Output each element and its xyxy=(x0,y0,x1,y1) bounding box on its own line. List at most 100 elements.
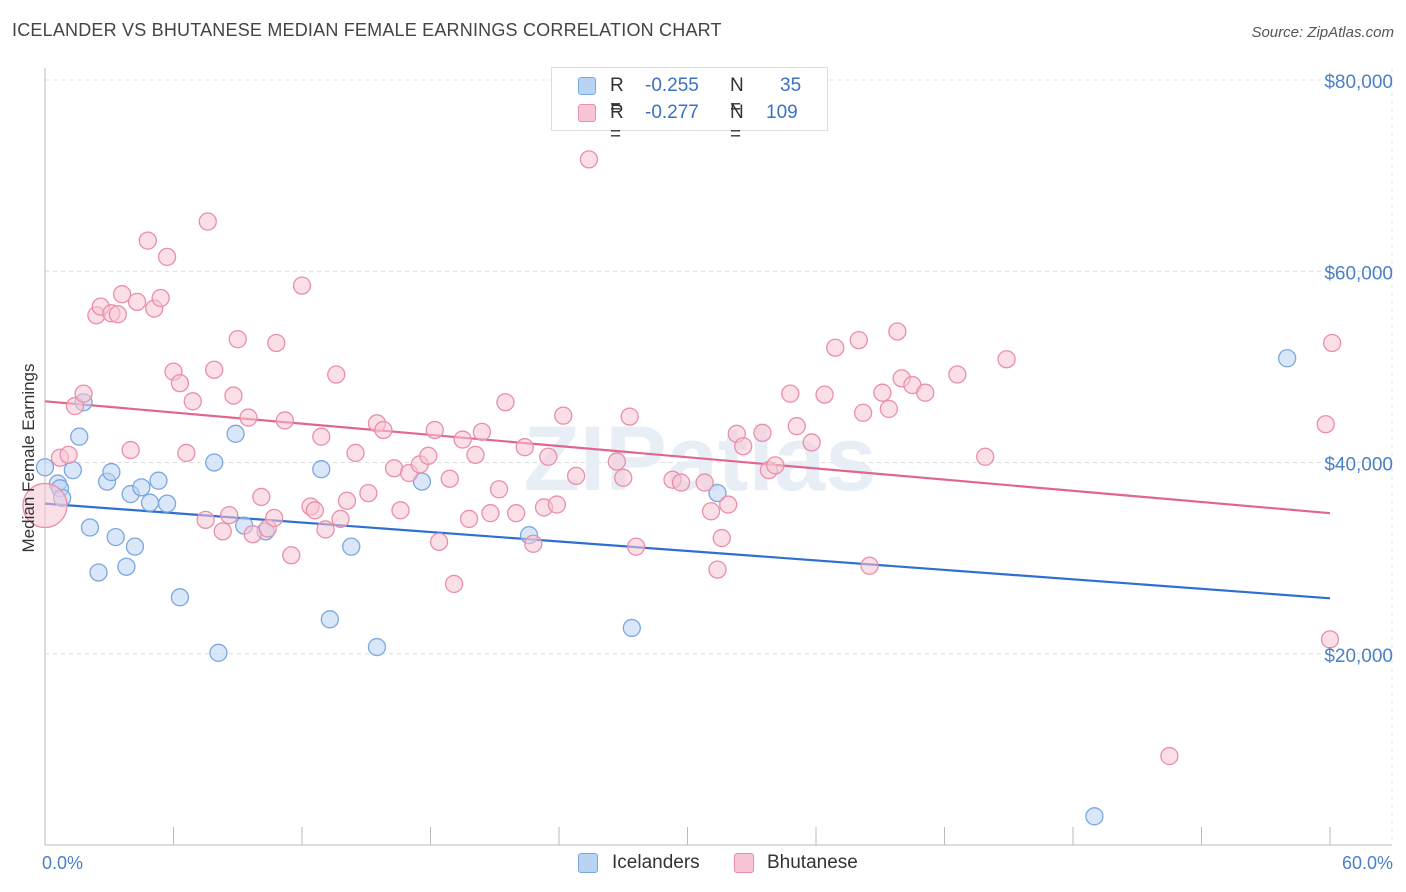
bhutanese-point xyxy=(220,505,239,525)
bhutanese-point xyxy=(22,482,68,529)
gridlines xyxy=(45,68,1393,845)
icelander-point xyxy=(70,427,89,446)
bhutanese-point xyxy=(121,440,140,460)
source-label: Source: ZipAtlas.com xyxy=(1251,24,1394,41)
tick-labels: $20,000 $40,000 $60,000 $80,000 0.0% 60.0% xyxy=(42,72,1393,873)
bhutanese-point xyxy=(888,322,907,341)
r-label: R = xyxy=(610,75,624,118)
bhutanese-point xyxy=(453,430,472,449)
bhutanese-point xyxy=(59,445,78,465)
bhutanese-point xyxy=(853,403,873,422)
chart-title: ICELANDER VS BHUTANESE MEDIAN FEMALE EAR… xyxy=(12,20,722,40)
y-tick-label: $20,000 xyxy=(1324,646,1393,667)
bhutanese-point xyxy=(346,443,365,463)
bhutanese-point xyxy=(524,534,543,553)
bhutanese-point xyxy=(787,417,806,436)
icelander-point xyxy=(117,557,136,576)
bhutanese-point xyxy=(183,392,202,411)
icelander-point xyxy=(1085,807,1104,826)
bhutanese-point xyxy=(554,406,573,425)
bhutanese-point xyxy=(265,508,284,528)
bhutanese-point xyxy=(177,443,196,463)
bhutanese-point xyxy=(481,504,500,523)
n-label: N = xyxy=(730,102,744,145)
bhutanese-point xyxy=(374,420,393,440)
bhutanese-point xyxy=(429,532,449,552)
bhutanese-point xyxy=(228,329,247,349)
y-tick-label: $40,000 xyxy=(1324,455,1393,476)
n-value: 35 xyxy=(780,75,802,96)
icelander-point xyxy=(205,453,224,472)
bhutanese-point xyxy=(224,386,243,405)
n-value: 109 xyxy=(766,102,798,123)
x-tick-label: 60.0% xyxy=(1342,853,1393,873)
icelander-point xyxy=(149,471,168,490)
bhutanese-point xyxy=(620,407,639,426)
bhutanese-point xyxy=(127,292,147,312)
icelander-point xyxy=(35,458,55,477)
bhutanese-point xyxy=(916,383,935,402)
r-value: -0.277 xyxy=(645,102,699,123)
bhutanese-point xyxy=(440,469,459,488)
bhutanese-point xyxy=(205,360,224,379)
bhutanese-point xyxy=(719,495,738,514)
bhutanese-point xyxy=(507,504,526,523)
bhutanese-point xyxy=(802,433,821,452)
bhutanese-point xyxy=(948,365,967,384)
icelander-point xyxy=(89,563,108,582)
bhutanese-point xyxy=(359,483,378,503)
bhutanese-point xyxy=(252,487,271,507)
bhutanese-point xyxy=(138,231,157,250)
bhutanese-point xyxy=(579,150,599,169)
bhutanese-point xyxy=(753,423,772,443)
icelander-point xyxy=(622,618,641,638)
series-legend: Icelanders Bhutanese xyxy=(0,852,1406,878)
legend-label: Bhutanese xyxy=(767,852,858,873)
icelander-point xyxy=(140,493,160,512)
bhutanese-point xyxy=(327,365,346,384)
legend-label: Icelanders xyxy=(612,852,700,873)
bhutanese-point xyxy=(292,276,312,295)
bhutanese-point xyxy=(198,212,217,231)
bhutanese-point xyxy=(695,473,714,492)
bhutanese-point xyxy=(708,560,727,579)
bhutanese-point xyxy=(873,383,892,402)
r-value: -0.255 xyxy=(645,75,699,96)
bhutanese-point xyxy=(108,305,127,324)
icelander-point xyxy=(312,460,331,479)
icelander-point xyxy=(708,483,727,503)
bhutanese-point xyxy=(515,438,534,457)
y-tick-label: $80,000 xyxy=(1324,72,1393,93)
bhutanese-point xyxy=(815,385,834,404)
bhutanese-swatch xyxy=(734,853,754,873)
bhutanese-swatch xyxy=(578,104,596,122)
bhutanese-point xyxy=(1160,746,1179,766)
icelander-point xyxy=(209,643,228,662)
icelander-point xyxy=(80,518,100,537)
bhutanese-point xyxy=(316,520,335,539)
bhutanese-point xyxy=(826,338,845,357)
bhutanese-point xyxy=(701,502,721,521)
bhutanese-point xyxy=(466,445,485,465)
r-label: R = xyxy=(610,102,624,145)
bhutanese-point xyxy=(444,574,464,594)
y-axis-label: Median Female Earnings xyxy=(19,364,38,553)
icelander-point xyxy=(170,588,190,607)
x-tick-label: 0.0% xyxy=(42,853,83,873)
bhutanese-point xyxy=(607,452,626,471)
bhutanese-point xyxy=(337,491,357,510)
bhutanese-point xyxy=(539,447,558,466)
bhutanese-point xyxy=(1320,630,1340,649)
icelander-point xyxy=(157,494,177,513)
bhutanese-point xyxy=(879,399,898,419)
icelander-point xyxy=(102,462,121,482)
bhutanese-point xyxy=(196,510,215,530)
bhutanese-point xyxy=(712,528,731,548)
bhutanese-point xyxy=(734,437,753,456)
bhutanese-point xyxy=(391,501,410,520)
icelander-point xyxy=(342,537,361,556)
bhutanese-point xyxy=(1322,333,1342,353)
correlation-legend: R = -0.255 N = 35 R = -0.277 N = 109 xyxy=(551,67,828,145)
bhutanese-point xyxy=(275,411,295,430)
